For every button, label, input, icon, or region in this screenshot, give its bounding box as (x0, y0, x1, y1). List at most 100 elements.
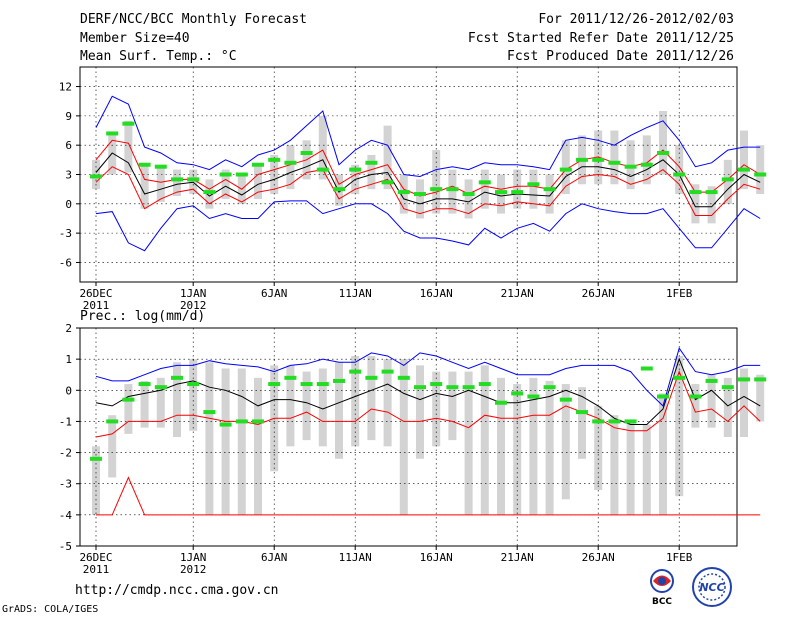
spread-box (221, 368, 230, 515)
marker-point (300, 151, 313, 155)
spread-box (448, 371, 457, 441)
marker-point (316, 167, 329, 172)
spread-box (237, 368, 246, 515)
spread-box (221, 169, 230, 199)
spread-box (383, 359, 392, 447)
marker-point (495, 400, 507, 405)
marker-point (576, 157, 588, 162)
marker-point (657, 394, 669, 399)
x-tick-year: 2012 (180, 563, 207, 576)
y-tick-label: -2 (59, 447, 72, 460)
marker-point (203, 190, 216, 195)
x-tick-year: 2012 (180, 299, 207, 312)
spread-box (92, 446, 100, 515)
marker-point (657, 151, 669, 155)
x-tick-label: 6JAN (261, 551, 288, 564)
y-tick-label: 1 (65, 353, 72, 366)
bcc-logo: BCC (650, 569, 674, 607)
member-size: Member Size=40 (80, 31, 190, 46)
spread-box (561, 140, 570, 195)
y-tick-label: 3 (65, 169, 72, 182)
marker-point (187, 382, 200, 387)
plot-frame (79, 327, 738, 547)
x-tick-label: 26JAN (582, 551, 615, 564)
spread-box (432, 371, 441, 447)
spread-box (464, 179, 473, 219)
x-tick-label: 1FEB (666, 287, 693, 300)
marker-point (381, 369, 394, 374)
y-tick-label: 6 (65, 139, 72, 152)
y-tick-label: -3 (59, 227, 72, 240)
spread-box (205, 362, 214, 515)
series-line-lower (95, 166, 761, 216)
footer-url[interactable]: http://cmdp.ncc.cma.gov.cn (75, 583, 279, 598)
marker-point (349, 369, 362, 374)
marker-point (300, 382, 313, 387)
spread-box (416, 365, 424, 459)
marker-point (543, 187, 556, 192)
x-tick-label: 26DEC (79, 551, 112, 564)
y-tick-label: -4 (59, 509, 73, 522)
y-tick-label: -1 (59, 415, 72, 428)
x-tick-label: 26JAN (582, 287, 615, 300)
marker-point (414, 385, 426, 390)
marker-point (349, 167, 362, 172)
marker-point (624, 419, 637, 424)
marker-point (333, 378, 345, 383)
marker-point (689, 394, 702, 399)
marker-point (608, 160, 621, 165)
y-tick-label: 9 (65, 110, 72, 123)
spread-box (318, 115, 327, 180)
x-tick-year: 2011 (83, 299, 110, 312)
marker-point (705, 378, 718, 383)
marker-point (365, 160, 378, 165)
marker-point (171, 177, 183, 182)
spread-box (464, 371, 473, 515)
marker-point (592, 157, 605, 162)
spread-box (383, 125, 392, 190)
spread-box (367, 154, 376, 190)
series-line-mean (95, 357, 761, 425)
marker-point (527, 182, 540, 187)
spread-box (529, 377, 538, 515)
marker-point (640, 366, 653, 371)
marker-point (284, 375, 297, 380)
marker-point (90, 456, 102, 461)
marker-point (446, 187, 459, 192)
marker-point (478, 382, 491, 387)
marker-point (414, 192, 426, 197)
marker-point (219, 422, 232, 427)
marker-point (462, 385, 475, 390)
marker-point (235, 172, 248, 177)
marker-point (365, 375, 378, 380)
spread-box (108, 135, 117, 175)
spread-box (124, 120, 133, 173)
series-line-max (95, 95, 761, 178)
spread-box (659, 393, 667, 515)
marker-point (511, 391, 524, 396)
marker-point (576, 410, 588, 415)
x-tick-label: 16JAN (420, 287, 453, 300)
marker-point (252, 419, 264, 424)
x-tick-label: 11JAN (339, 551, 372, 564)
ncc-logo-text: NCC (699, 581, 724, 594)
spread-box (691, 384, 700, 428)
marker-point (106, 419, 119, 424)
marker-point (673, 375, 686, 380)
spread-box (286, 145, 295, 190)
x-tick-label: 11JAN (339, 287, 372, 300)
spread-box (610, 415, 619, 515)
spread-box (642, 424, 651, 515)
x-tick-label: 26DEC (79, 287, 112, 300)
spread-box (642, 135, 651, 185)
spread-box (448, 169, 457, 214)
spread-box (723, 377, 732, 437)
x-tick-label: 1FEB (666, 551, 693, 564)
marker-point (495, 190, 507, 195)
forecast-produced-date: Fcst Produced Date 2011/12/26 (507, 49, 734, 64)
spread-box (756, 145, 765, 195)
marker-point (268, 157, 281, 162)
marker-point (462, 192, 475, 197)
spread-box (432, 150, 441, 214)
